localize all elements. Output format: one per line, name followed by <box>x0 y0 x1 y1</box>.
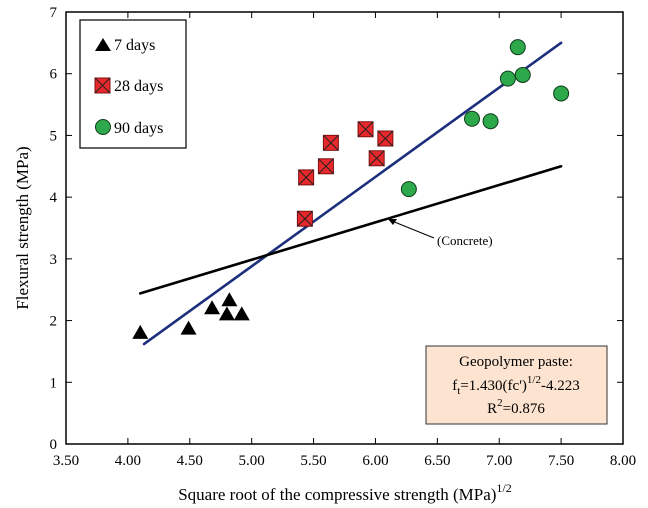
point-90-days-3 <box>499 70 516 87</box>
y-tick-label-6: 6 <box>50 67 58 83</box>
legend-marker-28-days <box>94 77 111 94</box>
legend-label-28-days: 28 days <box>114 78 163 95</box>
point-28-days-4 <box>357 121 374 138</box>
point-28-days-6 <box>377 130 394 147</box>
point-90-days-4 <box>509 39 526 56</box>
x-axis-title: Square root of the compressive strength … <box>178 481 512 504</box>
point-7-days-2 <box>204 300 221 315</box>
legend-label-7-days: 7 days <box>114 37 155 54</box>
point-28-days-5 <box>368 150 385 167</box>
equation-formula: ft=1.430(fc')1/2-4.223 <box>452 374 579 397</box>
y-tick-label-3: 3 <box>50 252 58 268</box>
x-tick-label-3: 5.00 <box>239 453 265 469</box>
x-tick-label-0: 3.50 <box>53 453 79 469</box>
x-tick-label-8: 7.50 <box>548 453 574 469</box>
trend-lines <box>138 41 563 346</box>
x-tick-label-9: 8.00 <box>610 453 636 469</box>
point-90-days-0 <box>400 181 417 198</box>
y-tick-label-4: 4 <box>50 190 58 206</box>
tick-labels: 3.50 4.00 4.50 5.00 5.50 6.00 6.50 7.00 7.50 8.00… <box>50 5 637 469</box>
concrete-line <box>138 164 563 295</box>
axis-ticks <box>65 11 624 445</box>
x-tick-label-6: 6.50 <box>424 453 450 469</box>
legend-marker-90-days <box>95 119 111 135</box>
y-tick-label-5: 5 <box>50 128 58 144</box>
x-tick-label-7: 7.00 <box>486 453 512 469</box>
point-7-days-4 <box>221 292 238 307</box>
x-tick-label-2: 4.50 <box>177 453 203 469</box>
y-tick-label-7: 7 <box>50 5 58 21</box>
point-28-days-1 <box>298 169 315 186</box>
equation-r-squared: R2=0.876 <box>487 397 545 417</box>
geopolymer-fit-line <box>142 41 563 346</box>
legend: 7 days 28 days 90 days <box>79 19 187 149</box>
x-tick-label-5: 6.00 <box>362 453 388 469</box>
point-7-days-1 <box>180 320 197 335</box>
point-90-days-6 <box>553 85 570 102</box>
point-90-days-5 <box>514 66 531 83</box>
annotation-arrowhead <box>388 219 397 225</box>
legend-label-90-days: 90 days <box>114 120 163 137</box>
y-tick-label-0: 0 <box>50 437 58 453</box>
plot-frame <box>65 11 624 445</box>
point-7-days-5 <box>233 306 250 321</box>
annotation-arrow <box>391 220 435 239</box>
legend-marker-7-days <box>95 38 111 51</box>
y-tick-label-2: 2 <box>50 314 58 330</box>
x-tick-label-1: 4.00 <box>115 453 141 469</box>
point-28-days-3 <box>322 134 339 151</box>
y-tick-label-1: 1 <box>50 375 58 391</box>
x-tick-label-4: 5.50 <box>300 453 326 469</box>
point-28-days-2 <box>317 158 334 175</box>
point-7-days-0 <box>132 324 149 339</box>
equation-box: Geopolymer paste: ft=1.430(fc')1/2-4.223… <box>425 345 608 425</box>
point-28-days-0 <box>296 210 313 227</box>
point-90-days-2 <box>482 113 499 130</box>
y-axis-title: Flexural strength (MPa) <box>13 146 32 309</box>
equation-title: Geopolymer paste: <box>459 354 573 370</box>
point-7-days-3 <box>218 306 235 321</box>
point-90-days-1 <box>463 110 480 127</box>
data-points <box>132 39 570 339</box>
annotation-concrete: (Concrete) <box>437 233 493 248</box>
